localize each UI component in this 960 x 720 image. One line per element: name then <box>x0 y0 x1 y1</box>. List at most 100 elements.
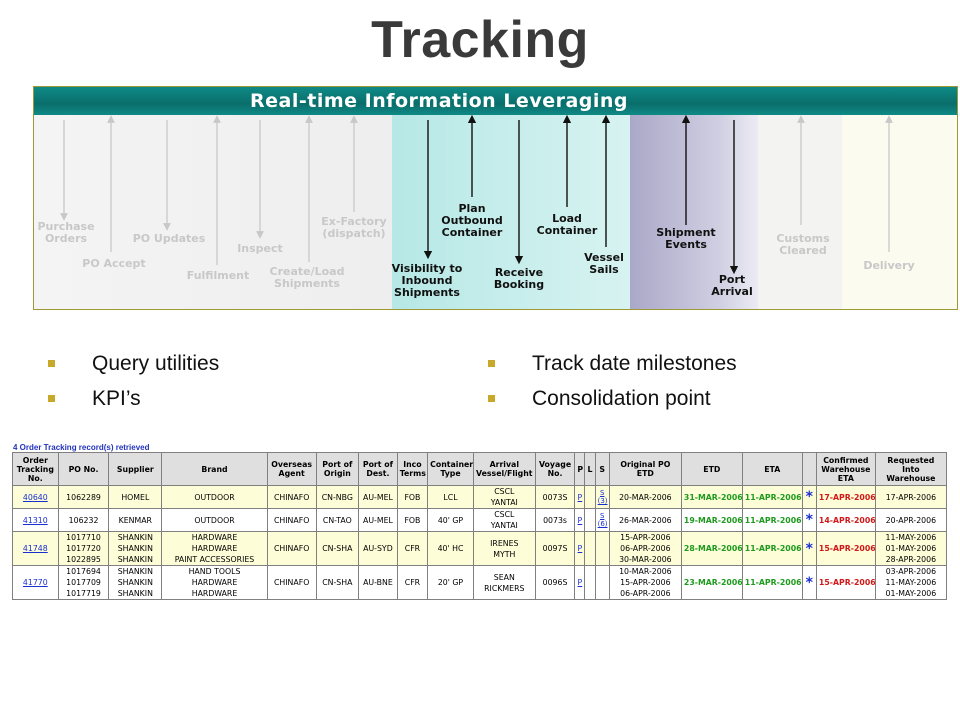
etd-cell: 23-MAR-2006 <box>680 565 743 600</box>
edit-star-icon[interactable]: * <box>801 508 817 532</box>
original-etd-cell: 20-MAR-2006 <box>608 485 682 509</box>
column-header: Arrival Vessel/Flight <box>472 452 536 486</box>
column-header <box>801 452 817 486</box>
confirmed-eta-cell: 15-APR-2006 <box>815 565 876 600</box>
milestone-arrows <box>60 114 893 275</box>
vessel-cell: CSCL YANTAI <box>472 485 536 509</box>
page-title: Tracking <box>371 11 589 69</box>
l-cell <box>584 485 596 509</box>
column-header: PO No. <box>57 452 110 486</box>
label-shipment-events: Shipment Events <box>656 226 716 251</box>
l-cell <box>584 531 596 566</box>
requested-date-cell: 11-MAY-2006 01-MAY-2006 28-APR-2006 <box>874 531 948 566</box>
column-header: Inco Terms <box>396 452 429 486</box>
s-link[interactable] <box>594 531 610 566</box>
tracking-number-link[interactable]: 41770 <box>12 565 59 600</box>
label-inspect: Inspect <box>237 242 283 255</box>
eta-cell: 11-APR-2006 <box>741 485 803 509</box>
confirmed-eta-cell: 14-APR-2006 <box>815 508 876 532</box>
column-header: Overseas Agent <box>266 452 317 486</box>
column-header: ETD <box>680 452 743 486</box>
table-row: 41770 1017694 1017709 1017719 SHANKIN SHANKIN… <box>12 565 948 600</box>
confirmed-eta-cell: 15-APR-2006 <box>815 531 876 566</box>
original-etd-cell: 10-MAR-2006 15-APR-2006 06-APR-2006 <box>608 565 682 600</box>
s-link[interactable]: S (6) <box>594 508 610 532</box>
s-link[interactable] <box>594 565 610 600</box>
confirmed-eta-cell: 17-APR-2006 <box>815 485 876 509</box>
label-po-accept: PO Accept <box>82 257 146 270</box>
bullet-list-right: Track date milestones Consolidation poin… <box>488 346 737 416</box>
requested-date-cell: 03-APR-2006 11-MAY-2006 01-MAY-2006 <box>874 565 948 600</box>
brand-cell: HAND TOOLS HARDWARE HARDWARE <box>161 565 268 600</box>
brand-cell: HARDWARE HARDWARE PAINT ACCESSORIES <box>161 531 268 566</box>
zone-shipment <box>630 115 758 309</box>
voyage-cell: 0097S <box>534 531 576 566</box>
l-cell <box>584 508 596 532</box>
column-header: P <box>574 452 586 486</box>
requested-date-cell: 20-APR-2006 <box>874 508 948 532</box>
edit-star-icon[interactable]: * <box>801 565 817 600</box>
overseas-agent-cell: CHINAFO <box>266 485 317 509</box>
tracking-number-link[interactable]: 41310 <box>12 508 59 532</box>
container-type-cell: 40' HC <box>427 531 474 566</box>
overseas-agent-cell: CHINAFO <box>266 508 317 532</box>
overseas-agent-cell: CHINAFO <box>266 531 317 566</box>
edit-star-icon[interactable]: * <box>801 531 817 566</box>
p-link[interactable]: P <box>574 565 586 600</box>
label-customs-cleared: Customs Cleared <box>776 232 830 257</box>
port-origin-cell: CN-TAO <box>315 508 360 532</box>
label-delivery: Delivery <box>863 259 915 272</box>
original-etd-cell: 15-APR-2006 06-APR-2006 30-MAR-2006 <box>608 531 682 566</box>
port-dest-cell: AU-MEL <box>358 485 398 509</box>
column-header: Requested Into Warehouse <box>874 452 948 486</box>
column-header: Supplier <box>108 452 163 486</box>
container-type-cell: LCL <box>427 485 474 509</box>
zone-delivery <box>842 115 957 309</box>
vessel-cell: SEAN RICKMERS <box>472 565 536 600</box>
tracking-table-container: Order Tracking No. PO No. Supplier Brand Ove… <box>12 452 948 600</box>
eta-cell: 11-APR-2006 <box>741 565 803 600</box>
tracking-number-link[interactable]: 40640 <box>12 485 59 509</box>
port-dest-cell: AU-MEL <box>358 508 398 532</box>
bullet-item: Consolidation point <box>488 381 737 416</box>
column-header: Voyage No. <box>534 452 576 486</box>
inco-terms-cell: FOB <box>396 508 429 532</box>
port-dest-cell: AU-SYD <box>358 531 398 566</box>
vessel-cell: CSCL YANTAI <box>472 508 536 532</box>
label-create-load: Create/Load Shipments <box>269 265 345 290</box>
s-link[interactable]: S (3) <box>594 485 610 509</box>
label-purchase-orders: Purchase Orders <box>37 220 95 245</box>
p-link[interactable]: P <box>574 508 586 532</box>
brand-cell: OUTDOOR <box>161 485 268 509</box>
voyage-cell: 0073S <box>534 485 576 509</box>
diagram-header: Real-time Information Leveraging <box>34 87 957 115</box>
container-type-cell: 40' GP <box>427 508 474 532</box>
supplier-cell: HOMEL <box>108 485 163 509</box>
port-dest-cell: AU-BNE <box>358 565 398 600</box>
label-receive-booking: Receive Booking <box>493 266 545 291</box>
p-link[interactable]: P <box>574 531 586 566</box>
port-origin-cell: CN-NBG <box>315 485 360 509</box>
label-visibility: Visibility to Inbound Shipments <box>391 262 463 299</box>
supplier-cell: SHANKIN SHANKIN SHANKIN <box>108 565 163 600</box>
inco-terms-cell: FOB <box>396 485 429 509</box>
label-fulfilment: Fulfilment <box>186 269 250 282</box>
tracking-number-link[interactable]: 41748 <box>12 531 59 566</box>
po-number-cell: 1017694 1017709 1017719 <box>57 565 110 600</box>
label-ex-factory: Ex-Factory (dispatch) <box>321 215 387 240</box>
zone-pre-shipment <box>34 115 392 309</box>
column-header: Original PO ETD <box>608 452 682 486</box>
table-row: 41748 1017710 1017720 1022895 SHANKIN SHANKIN… <box>12 531 948 566</box>
p-link[interactable]: P <box>574 485 586 509</box>
records-count: 4 Order Tracking record(s) retrieved <box>13 443 150 452</box>
bullet-item: Query utilities <box>48 346 219 381</box>
label-vessel-sails: Vessel Sails <box>584 251 624 276</box>
eta-cell: 11-APR-2006 <box>741 531 803 566</box>
inco-terms-cell: CFR <box>396 565 429 600</box>
bullet-square-icon <box>488 395 495 402</box>
edit-star-icon[interactable]: * <box>801 485 817 509</box>
column-header: L <box>584 452 596 486</box>
port-origin-cell: CN-SHA <box>315 565 360 600</box>
overseas-agent-cell: CHINAFO <box>266 565 317 600</box>
table-row: 40640 1062289 HOMEL OUTDOOR CHINAFO CN-NBG AU-… <box>12 485 948 509</box>
